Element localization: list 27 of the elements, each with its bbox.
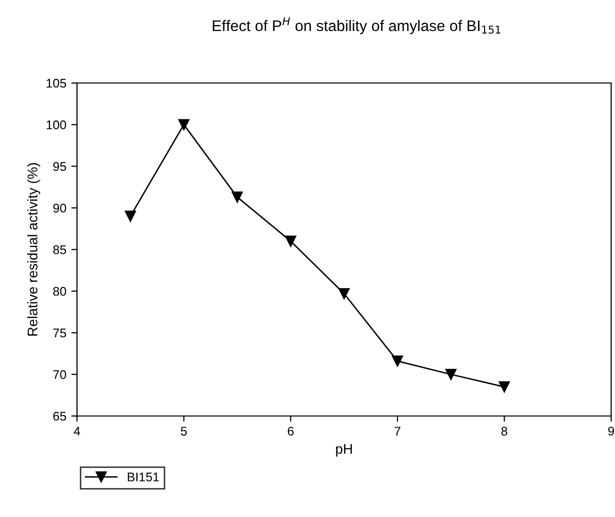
- x-tick-label: 6: [288, 426, 294, 436]
- point: [445, 368, 456, 380]
- y-tick-label: 85: [53, 245, 66, 254]
- x-tick-label: 4: [74, 426, 80, 436]
- legend-label: BI151: [128, 472, 159, 482]
- y-tick-label: 70: [53, 370, 66, 380]
- point: [498, 381, 510, 392]
- y-tick-label: 105: [46, 78, 66, 88]
- point: [338, 288, 350, 300]
- y-tick-label: 75: [53, 328, 66, 338]
- y-tick-label: 65: [53, 412, 66, 421]
- point: [392, 356, 404, 367]
- y-tick-label: 95: [53, 162, 66, 171]
- x-tick-label: 5: [180, 426, 187, 436]
- x-tick-label: 8: [501, 426, 508, 436]
- point: [232, 191, 243, 203]
- y-axis-title: Relative residual activity (%): [27, 163, 40, 336]
- y-tick-label: 90: [53, 204, 66, 213]
- point: [124, 210, 136, 222]
- chart-title: Effect of P$^{H}$ on stability of amylase of BI$_{151}$: [212, 17, 500, 34]
- point: [285, 236, 296, 247]
- x-tick-label: 9: [608, 426, 614, 436]
- point: [178, 119, 190, 130]
- x-tick-label: 7: [394, 426, 400, 436]
- y-tick-label: 80: [53, 286, 66, 296]
- y-tick-label: 100: [46, 120, 66, 130]
- x-axis-title: pH: [336, 444, 352, 457]
